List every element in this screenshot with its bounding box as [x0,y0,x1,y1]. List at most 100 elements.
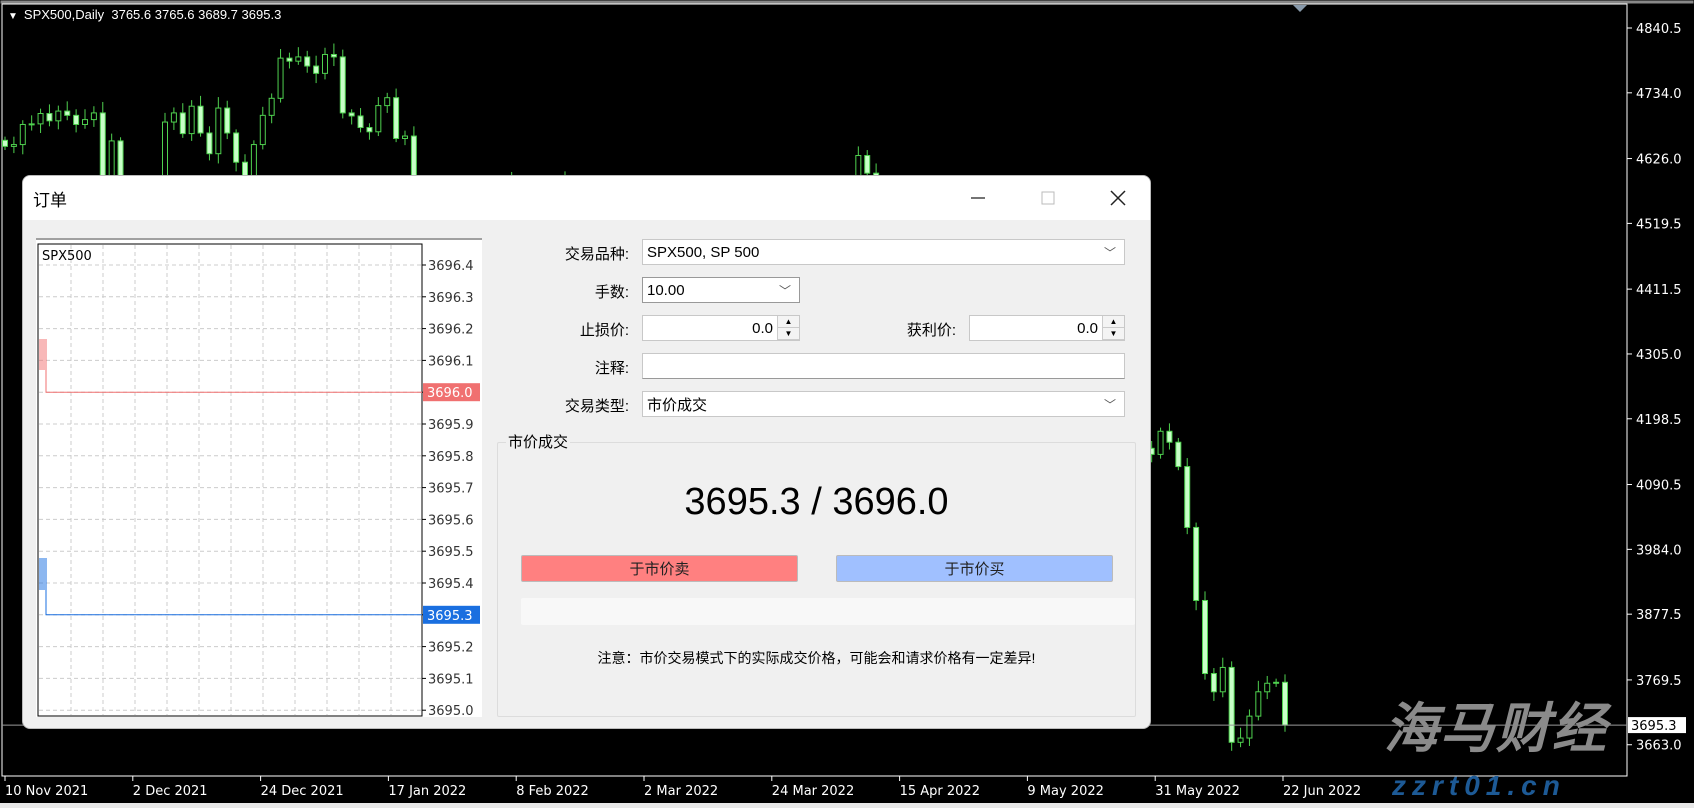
tick-chart-frame [37,243,423,717]
candle [224,107,231,134]
tick-price-label: 3695.5 [428,545,474,560]
tick-price-label: 3695.2 [428,641,474,656]
spin-down-icon[interactable]: ▼ [1103,328,1124,340]
date-axis-label: 24 Dec 2021 [261,784,344,799]
tick-price-label: 3695.8 [428,450,474,465]
order-type-select[interactable]: 市价成交 ﹀ [642,391,1125,417]
watermark-logo: 海马财经 [1384,699,1608,759]
candle [1282,681,1288,726]
date-axis-label: 31 May 2022 [1155,784,1240,799]
chevron-down-icon: ﹀ [778,284,791,298]
chart-header: ▼ SPX500,Daily 3765.6 3765.6 3689.7 3695.… [8,7,281,22]
candle [82,119,88,125]
symbol-label: 交易品种: [564,246,629,263]
title-bar[interactable]: 订单 [23,176,1150,220]
tick-chart-panel: 3696.4 3696.3 3696.2 3696.1 3695.9 3695.8 3695… [36,238,482,719]
tick-price-label: 3695.4 [428,577,474,592]
dialog-title: 订单 [33,191,67,210]
bid-ask-quote: 3695.3 / 3696.0 [684,481,949,523]
ohlc-high: 3765.6 [154,7,195,22]
bid-price-box [423,605,480,624]
take-profit-label: 获利价: [906,322,956,339]
candle [313,65,320,74]
current-price-box [1628,717,1686,734]
sell-by-market-button[interactable]: 于市价卖 [521,555,798,582]
close-button[interactable] [1098,180,1138,216]
price-axis-label: 4198.5 [1636,413,1682,428]
maximize-icon [1041,191,1055,205]
tick-price-label: 3696.1 [428,354,474,369]
dropdown-triangle-icon[interactable]: ▼ [8,11,18,22]
date-axis-label: 2 Dec 2021 [133,784,208,799]
candle [90,112,97,121]
candle [295,56,302,62]
price-axis-label: 3984.0 [1636,543,1682,558]
candle [277,57,284,99]
candle [1184,466,1191,528]
volume-value: 10.00 [647,281,685,299]
tick-price-label: 3695.9 [428,418,474,433]
volume-label: 手数: [594,284,629,301]
candle [1228,666,1235,743]
price-axis-label: 4305.0 [1636,348,1682,363]
order-dialog: 订单 3696.4 3696.3 3696.2 3696.1 3695.9 3695.8 3… [22,175,1151,729]
ohlc-close: 3695.3 [241,7,282,22]
spin-up-icon[interactable]: ▲ [778,316,799,328]
candle [1175,441,1182,468]
buy-by-market-button[interactable]: 于市价买 [836,555,1113,582]
take-profit-spinner[interactable]: ▲ ▼ [1102,316,1124,340]
tick-price-label: 3695.7 [428,482,474,497]
candle [286,57,293,62]
spin-up-icon[interactable]: ▲ [1103,316,1124,328]
comment-input[interactable] [642,353,1125,379]
candle [1210,673,1217,693]
take-profit-value: 0.0 [1077,319,1098,337]
candle [55,110,62,122]
bid-price-label: 3695.3 [427,609,473,624]
ask-price-box [423,383,480,402]
execution-progress-bar [521,598,1135,625]
candle [366,127,373,133]
minimize-button[interactable] [958,180,998,216]
candle [108,140,115,179]
date-axis-label: 24 Mar 2022 [772,784,854,799]
candle [46,113,53,122]
price-axis-label: 4519.5 [1636,217,1682,232]
take-profit-input[interactable]: 0.0 ▲ ▼ [969,315,1125,341]
tick-chart-symbol: SPX500 [42,249,92,264]
candle [375,105,382,133]
tick-price-label: 3696.3 [428,291,474,306]
candle [215,107,222,155]
candle [197,105,204,134]
stop-loss-input[interactable]: 0.0 ▲ ▼ [642,315,800,341]
candle [1157,430,1164,455]
spin-down-icon[interactable]: ▼ [778,328,799,340]
stop-loss-value: 0.0 [752,319,773,337]
group-title: 市价成交 [506,431,571,452]
candle [339,56,346,114]
candle [64,110,71,116]
date-axis-label: 17 Jan 2022 [388,784,466,799]
candle [322,53,328,74]
candle [393,97,400,139]
price-axis-label: 3769.5 [1636,674,1682,689]
ohlc-low: 3689.7 [198,7,238,22]
candle [1273,681,1280,684]
stop-loss-label: 止损价: [579,322,629,339]
maximize-button[interactable] [1028,180,1068,216]
symbol-select[interactable]: SPX500, SP 500 ﹀ [642,239,1125,265]
date-axis-label: 22 Jun 2022 [1283,784,1361,799]
ohlc-open: 3765.6 [111,7,152,22]
date-axis-label: 9 May 2022 [1027,784,1104,799]
candle [1193,526,1200,601]
candle [259,114,266,146]
minimize-icon [971,197,985,199]
stop-loss-spinner[interactable]: ▲ ▼ [777,316,799,340]
price-axis-label: 4411.5 [1636,283,1682,298]
price-axis-label: 4626.0 [1636,153,1682,168]
candle [304,56,311,67]
watermark-url: zzrt01.cn [1392,770,1566,801]
candle [1246,715,1253,739]
volume-select[interactable]: 10.00 ﹀ [642,277,800,303]
candle [2,139,8,147]
